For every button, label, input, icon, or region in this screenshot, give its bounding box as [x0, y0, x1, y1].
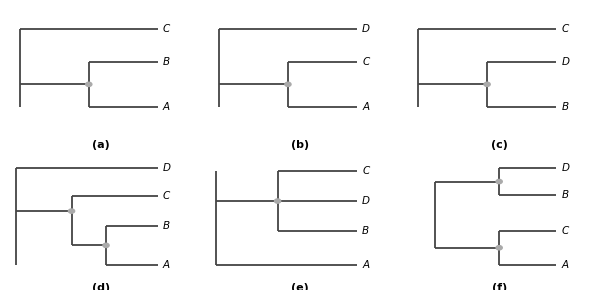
- Text: B: B: [163, 221, 170, 231]
- Text: B: B: [163, 57, 170, 67]
- Circle shape: [103, 243, 109, 247]
- Text: A: A: [362, 260, 369, 270]
- Circle shape: [496, 246, 502, 250]
- Text: (c): (c): [491, 140, 508, 150]
- Text: A: A: [163, 102, 170, 112]
- Circle shape: [68, 209, 74, 213]
- Text: (a): (a): [92, 140, 110, 150]
- Text: (d): (d): [92, 283, 110, 290]
- Text: C: C: [362, 57, 370, 67]
- Text: D: D: [561, 57, 569, 67]
- Text: B: B: [362, 226, 369, 235]
- Circle shape: [86, 82, 92, 86]
- Text: D: D: [362, 24, 370, 34]
- Text: A: A: [561, 260, 568, 270]
- Text: B: B: [561, 102, 568, 112]
- Text: A: A: [163, 260, 170, 270]
- Text: A: A: [362, 102, 369, 112]
- Text: C: C: [163, 24, 170, 34]
- Text: D: D: [561, 163, 569, 173]
- Text: C: C: [561, 24, 568, 34]
- Text: C: C: [163, 191, 170, 201]
- Text: C: C: [362, 166, 370, 177]
- Text: C: C: [561, 226, 568, 235]
- Circle shape: [484, 82, 490, 86]
- Text: (f): (f): [491, 283, 507, 290]
- Circle shape: [285, 82, 291, 86]
- Text: D: D: [163, 163, 171, 173]
- Text: B: B: [561, 190, 568, 200]
- Text: D: D: [362, 196, 370, 206]
- Text: (e): (e): [291, 283, 309, 290]
- Text: (b): (b): [291, 140, 309, 150]
- Circle shape: [274, 199, 281, 203]
- Circle shape: [496, 180, 502, 184]
